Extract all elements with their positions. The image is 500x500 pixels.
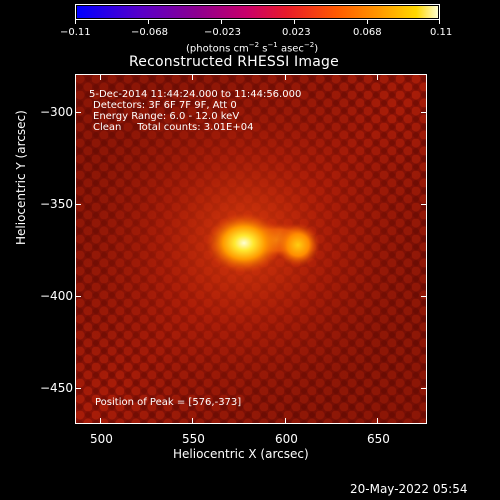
x-tick-label: 650 [367,432,390,446]
plot-title: Reconstructed RHESSI Image [129,54,339,70]
peak-position-label: Position of Peak = [576,-373] [95,397,242,408]
x-tick-label: 500 [90,432,113,446]
colorbar-tick-label: 0.068 [353,27,382,38]
render-timestamp: 20-May-2022 05:54 [350,482,468,496]
colorbar-tick-label: −0.068 [131,27,169,38]
xray-image [76,75,426,423]
y-tick-label: −400 [40,289,73,303]
x-axis-label: Heliocentric X (arcsec) [173,447,309,461]
x-tick-label: 600 [275,432,298,446]
colorbar [75,4,440,20]
y-tick-label: −450 [40,381,73,395]
x-tick-label: 550 [182,432,205,446]
time-range-label: 5-Dec-2014 11:44:24.000 to 11:44:56.000 [89,89,302,100]
colorbar-tick-label: 0.023 [282,27,311,38]
colorbar-gradient [77,6,438,18]
y-tick-label: −300 [40,105,73,119]
energy-range-label: Energy Range: 6.0 - 12.0 keV [93,111,240,122]
colorbar-ticks [75,20,440,24]
colorbar-tick-label: −0.11 [60,27,91,38]
solar-image-panel: 5-Dec-2014 11:44:24.000 to 11:44:56.000 … [75,74,427,424]
colorbar-tick-label: 0.11 [430,27,453,38]
detectors-label: Detectors: 3F 6F 7F 9F, Att 0 [93,100,237,111]
y-axis-label: Heliocentric Y (arcsec) [14,110,28,245]
method-counts-label: Clean Total counts: 3.01E+04 [93,122,254,133]
colorbar-tick-label: −0.023 [204,27,242,38]
colorbar-units: (photons cm−2 s−1 asec−2) [186,41,319,55]
y-tick-label: −350 [40,197,73,211]
